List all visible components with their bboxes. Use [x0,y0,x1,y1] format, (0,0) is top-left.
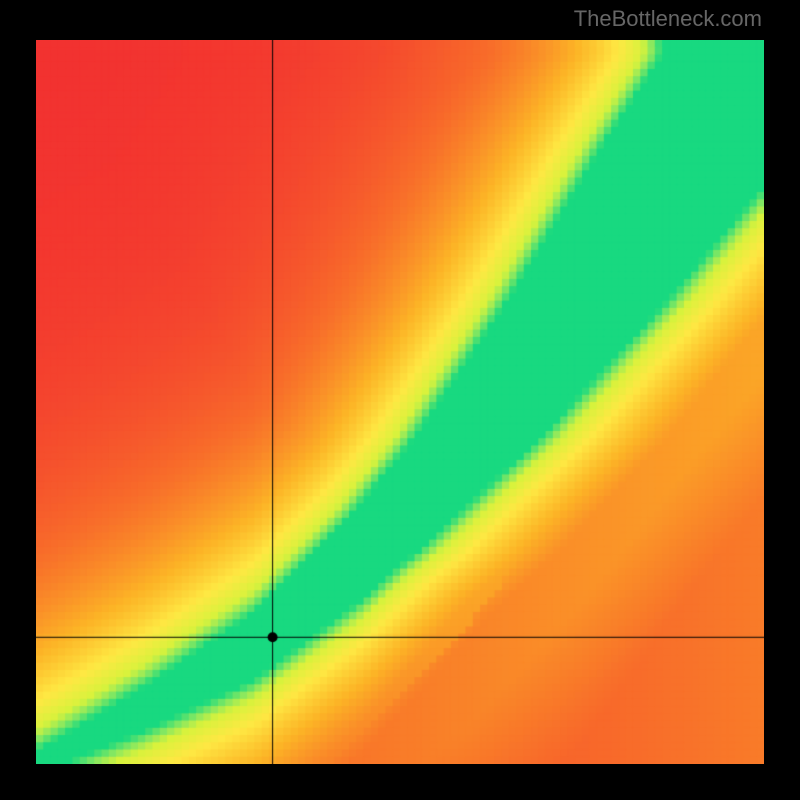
heatmap-canvas [36,40,764,764]
heatmap-plot [36,40,764,764]
attribution-text: TheBottleneck.com [574,6,762,32]
